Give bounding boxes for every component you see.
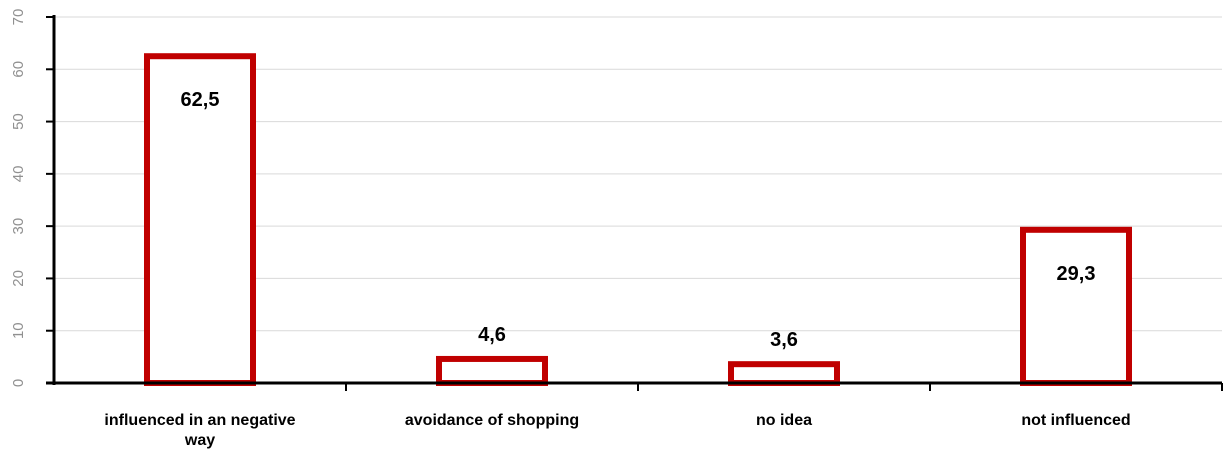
axes: [46, 15, 1223, 391]
y-tick-label: 20: [10, 270, 27, 287]
y-tick-label: 40: [10, 166, 27, 183]
x-category-label: avoidance of shopping: [405, 412, 579, 429]
bar: [436, 355, 548, 387]
bars: [144, 53, 1132, 387]
x-category-label: not influenced: [1021, 412, 1130, 429]
data-label: 3,6: [770, 329, 798, 351]
y-tick-label: 30: [10, 218, 27, 235]
x-category-label: no idea: [756, 412, 812, 429]
y-tick-label: 50: [10, 113, 27, 130]
y-tick-label: 10: [10, 322, 27, 339]
y-tick-labels: 0 10 20 30 40 50 60 70: [10, 9, 27, 388]
data-label: 29,3: [1057, 263, 1096, 285]
bar: [1020, 226, 1132, 386]
y-tick-label: 70: [10, 9, 27, 26]
data-label: 62,5: [181, 89, 220, 111]
y-tick-label: 0: [10, 379, 27, 387]
x-category-labels: influenced in an negative way avoidance of…: [104, 412, 1130, 449]
y-tick-label: 60: [10, 61, 27, 78]
bar: [728, 361, 840, 387]
x-category-label: influenced in an negative way: [104, 412, 295, 449]
data-label: 4,6: [478, 324, 506, 346]
data-labels: 62,5 4,6 3,6 29,3: [181, 89, 1096, 351]
